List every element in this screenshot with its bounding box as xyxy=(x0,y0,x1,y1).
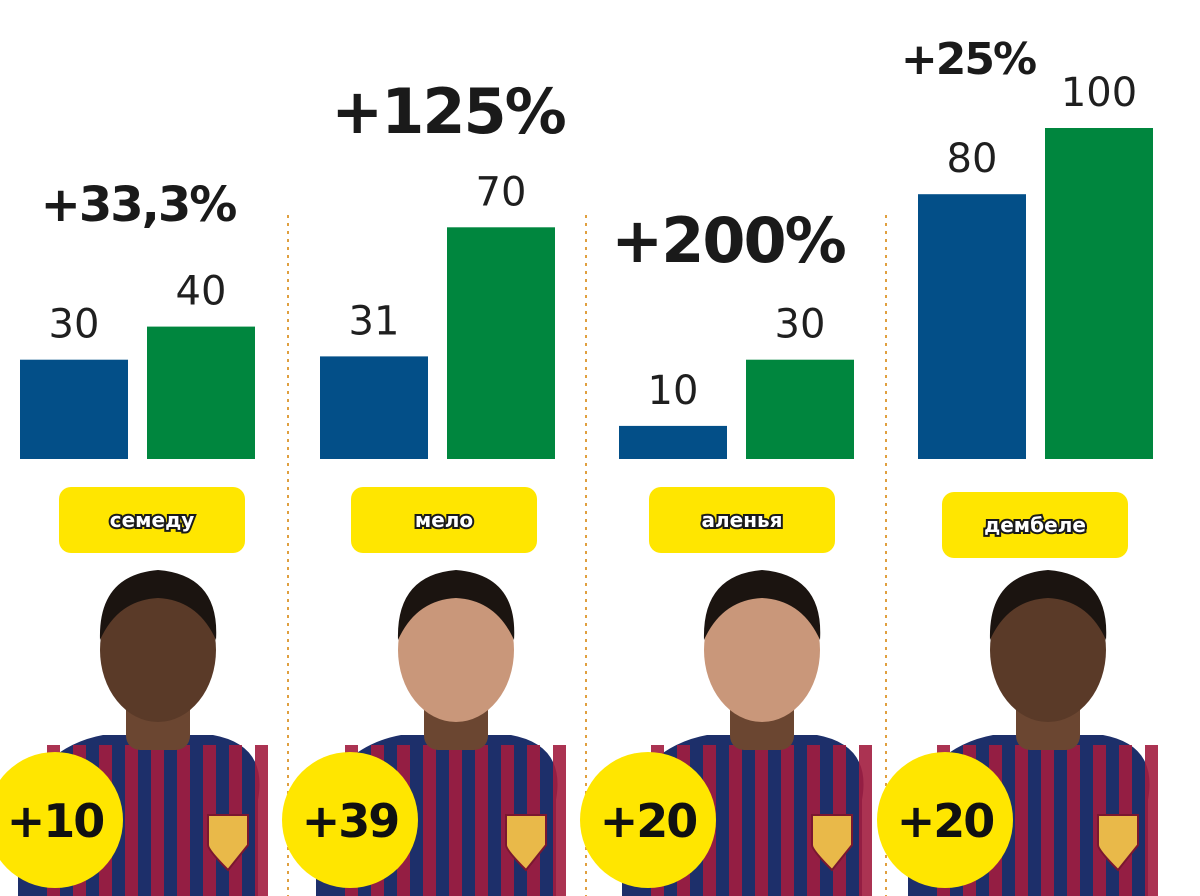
club-crest-icon xyxy=(1097,814,1139,872)
bar-value-label: 70 xyxy=(476,169,527,215)
bar-2-аленья xyxy=(746,359,854,459)
bar-value-label: 30 xyxy=(49,302,100,348)
percent-change-label: +200% xyxy=(611,204,845,277)
bar-2-дембеле xyxy=(1045,128,1153,459)
bar-1-аленья xyxy=(619,425,727,459)
delta-badge-label: +20 xyxy=(600,794,697,848)
bar-value-label: 80 xyxy=(947,136,998,182)
bar-1-семеду xyxy=(20,359,128,459)
player-name-label: мело xyxy=(415,508,473,532)
delta-badge xyxy=(877,752,1013,888)
bar-1-мело xyxy=(320,356,428,459)
percent-change-label: +125% xyxy=(331,75,565,148)
bar-value-label: 10 xyxy=(648,368,699,414)
player-name-label: аленья xyxy=(701,508,782,532)
bar-value-label: 100 xyxy=(1061,70,1137,116)
club-crest-icon xyxy=(505,814,547,872)
percent-change-label: +33,3% xyxy=(41,177,237,233)
delta-badge xyxy=(580,752,716,888)
player-name-box xyxy=(59,487,245,553)
delta-badge-label: +20 xyxy=(897,794,994,848)
bar-1-дембеле xyxy=(918,194,1026,459)
player-name-label: семеду xyxy=(110,508,195,532)
player-name-label: дембеле xyxy=(984,513,1086,537)
delta-badge xyxy=(282,752,418,888)
player-name-box xyxy=(649,487,835,553)
delta-badge-label: +10 xyxy=(7,794,104,848)
player-name-box xyxy=(942,492,1128,558)
bar-value-label: 31 xyxy=(349,298,400,344)
club-crest-icon xyxy=(207,814,249,872)
bar-2-семеду xyxy=(147,326,255,459)
player-name-box xyxy=(351,487,537,553)
percent-change-label: +25% xyxy=(901,34,1036,85)
bar-2-мело xyxy=(447,227,555,459)
bar-value-label: 40 xyxy=(176,269,227,315)
delta-badge-label: +39 xyxy=(302,794,399,848)
bar-value-label: 30 xyxy=(775,302,826,348)
delta-badge xyxy=(0,752,123,888)
club-crest-icon xyxy=(811,814,853,872)
